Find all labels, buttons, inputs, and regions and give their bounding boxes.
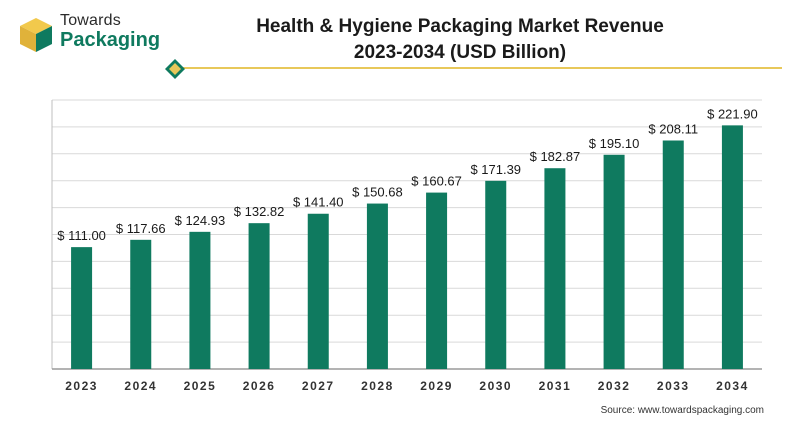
bar-2028: [366, 203, 388, 369]
x-tick-label-2026: 2026: [243, 379, 276, 393]
x-tick-label-2023: 2023: [65, 379, 98, 393]
data-label-2025: $ 124.93: [175, 213, 226, 228]
logo-text-towards: Towards: [60, 12, 121, 29]
bar-2023: [71, 247, 93, 369]
data-label-2032: $ 195.10: [589, 136, 640, 151]
bar-2024: [130, 239, 152, 369]
data-label-2030: $ 171.39: [470, 162, 521, 177]
bar-2032: [603, 154, 625, 369]
data-label-2033: $ 208.11: [648, 122, 698, 137]
bar-2034: [721, 125, 743, 369]
source-note: Source: www.towardspackaging.com: [600, 405, 764, 416]
brand-logo: Towards Packaging: [16, 12, 186, 56]
bar-2033: [662, 140, 684, 369]
chart-title-line-2: 2023-2034 (USD Billion): [353, 42, 567, 63]
bar-2031: [544, 168, 566, 369]
box-logo-icon: [20, 18, 52, 52]
data-label-2029: $ 160.67: [411, 174, 462, 189]
x-tick-label-2029: 2029: [420, 379, 453, 393]
data-label-2027: $ 141.40: [293, 195, 344, 210]
bar-2025: [189, 231, 211, 369]
x-tick-label-2027: 2027: [302, 379, 335, 393]
x-tick-label-2028: 2028: [361, 379, 394, 393]
bar-2029: [426, 192, 448, 369]
diamond-icon: [165, 59, 185, 79]
divider-line: [182, 67, 782, 69]
x-tick-label-2032: 2032: [598, 379, 631, 393]
data-label-2031: $ 182.87: [530, 149, 581, 164]
logo-text-packaging: Packaging: [60, 29, 161, 51]
bar-2026: [248, 223, 270, 369]
data-label-2034: $ 221.90: [707, 106, 758, 121]
data-label-2028: $ 150.68: [352, 185, 403, 200]
bar-2027: [307, 213, 329, 369]
bar-2030: [485, 180, 507, 369]
chart-title: Health & Hygiene Packaging Market Revenu…: [250, 14, 670, 66]
x-tick-label-2034: 2034: [716, 379, 749, 393]
data-label-2023: $ 111.00: [57, 228, 106, 243]
data-label-2026: $ 132.82: [234, 204, 285, 219]
chart-title-line-1: Health & Hygiene Packaging Market Revenu…: [256, 16, 664, 37]
x-tick-label-2024: 2024: [124, 379, 157, 393]
x-tick-label-2033: 2033: [657, 379, 690, 393]
x-tick-label-2025: 2025: [184, 379, 217, 393]
x-tick-label-2030: 2030: [479, 379, 512, 393]
title-divider: [164, 58, 784, 80]
data-label-2024: $ 117.66: [116, 221, 166, 236]
x-tick-label-2031: 2031: [539, 379, 572, 393]
